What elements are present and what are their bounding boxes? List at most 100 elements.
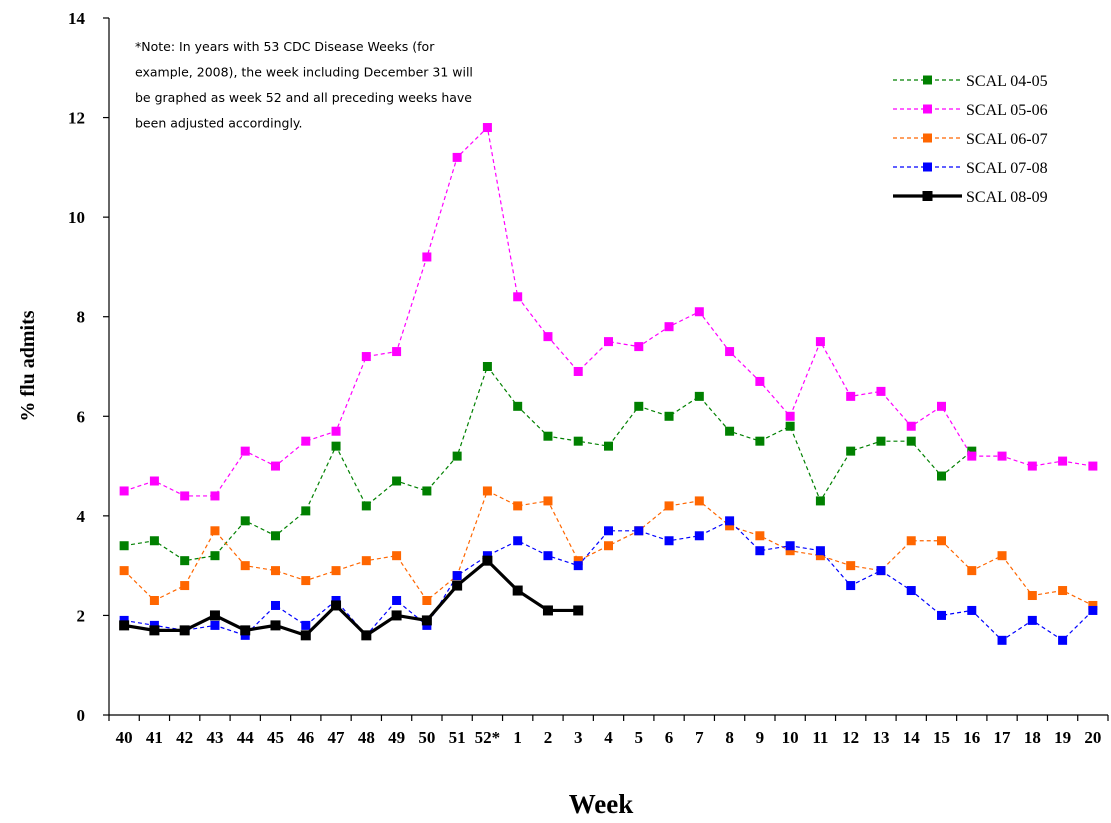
data-point xyxy=(543,551,553,561)
data-point xyxy=(422,486,432,496)
data-point xyxy=(755,376,765,386)
data-point xyxy=(331,426,341,436)
x-tick-label: 4 xyxy=(604,728,613,747)
data-point xyxy=(392,595,402,605)
data-point xyxy=(271,461,280,471)
data-point xyxy=(240,561,250,571)
legend-label: SCAL 06-07 xyxy=(966,131,1048,148)
legend-label: SCAL 07-08 xyxy=(966,160,1048,177)
x-tick-label: 42 xyxy=(176,728,193,747)
data-point xyxy=(634,401,644,411)
data-point xyxy=(210,620,220,630)
data-point xyxy=(755,531,765,541)
y-tick-label: 14 xyxy=(68,9,86,28)
data-point xyxy=(755,436,765,446)
data-point xyxy=(725,426,735,436)
data-point xyxy=(876,386,886,396)
x-tick-label: 41 xyxy=(146,728,163,747)
data-point xyxy=(240,625,251,636)
data-point xyxy=(210,526,220,536)
data-point xyxy=(361,630,372,641)
data-point xyxy=(1088,461,1098,471)
note-line: be graphed as week 52 and all preceding … xyxy=(135,90,472,105)
note-line: been adjusted accordingly. xyxy=(135,116,303,131)
data-point xyxy=(815,337,825,347)
legend-swatch-marker xyxy=(923,104,932,114)
note-line: example, 2008), the week including Decem… xyxy=(135,65,473,80)
x-tick-label: 47 xyxy=(328,728,346,747)
data-point xyxy=(664,536,674,546)
legend-swatch-marker xyxy=(923,162,932,172)
data-point xyxy=(967,605,977,615)
data-point xyxy=(482,123,492,133)
data-point xyxy=(997,451,1007,461)
legend-item: SCAL 05-06 xyxy=(893,102,1048,119)
data-point xyxy=(180,581,190,591)
note-line: *Note: In years with 53 CDC Disease Week… xyxy=(135,39,435,54)
x-tick-label: 43 xyxy=(206,728,223,747)
data-point xyxy=(301,506,311,516)
data-point xyxy=(906,536,916,546)
data-point xyxy=(271,566,280,576)
data-point xyxy=(694,391,704,401)
data-point xyxy=(361,352,371,362)
x-tick-label: 9 xyxy=(756,728,765,747)
data-point xyxy=(573,561,583,571)
data-point xyxy=(1027,615,1037,625)
data-point xyxy=(361,501,371,511)
data-point xyxy=(1027,461,1037,471)
data-point xyxy=(634,342,644,352)
data-point xyxy=(785,411,795,421)
x-tick-label: 8 xyxy=(725,728,734,747)
data-point xyxy=(361,556,371,566)
x-tick-label: 50 xyxy=(418,728,435,747)
data-point xyxy=(604,337,613,347)
x-tick-label: 20 xyxy=(1084,728,1101,747)
data-point xyxy=(210,551,220,561)
data-point xyxy=(846,581,856,591)
data-point xyxy=(331,600,342,611)
legend-item: SCAL 07-08 xyxy=(893,160,1048,177)
data-point xyxy=(997,635,1007,645)
data-point xyxy=(119,620,130,631)
data-point xyxy=(573,436,583,446)
legend-swatch-marker xyxy=(923,75,932,85)
data-point xyxy=(119,541,129,551)
data-point xyxy=(421,615,432,626)
data-point xyxy=(270,620,281,631)
y-tick-label: 10 xyxy=(68,208,85,227)
x-tick-label: 2 xyxy=(544,728,553,747)
data-point xyxy=(1027,591,1037,601)
x-tick-label: 12 xyxy=(842,728,859,747)
data-point xyxy=(180,491,190,501)
x-tick-label: 14 xyxy=(903,728,921,747)
data-point xyxy=(785,421,795,431)
data-point xyxy=(301,576,311,586)
data-point xyxy=(1088,605,1098,615)
data-point xyxy=(967,566,977,576)
data-point xyxy=(573,556,583,566)
data-point xyxy=(906,436,916,446)
data-point xyxy=(937,401,946,411)
data-point xyxy=(785,541,795,551)
data-point xyxy=(664,501,674,511)
data-point xyxy=(543,431,553,441)
data-point xyxy=(1058,586,1068,596)
y-tick-label: 0 xyxy=(77,706,86,725)
data-point xyxy=(694,496,704,506)
data-point xyxy=(512,585,523,596)
data-point xyxy=(149,536,159,546)
data-point xyxy=(815,551,825,561)
data-point xyxy=(271,531,280,541)
legend-label: SCAL 08-09 xyxy=(966,189,1048,206)
x-tick-label: 10 xyxy=(782,728,799,747)
x-tick-label: 51 xyxy=(449,728,466,747)
data-point xyxy=(180,556,190,566)
data-point xyxy=(1058,635,1068,645)
data-point xyxy=(876,436,886,446)
legend-swatch-marker xyxy=(923,133,932,143)
y-tick-label: 4 xyxy=(77,507,86,526)
data-point xyxy=(513,501,523,511)
x-tick-label: 19 xyxy=(1054,728,1071,747)
